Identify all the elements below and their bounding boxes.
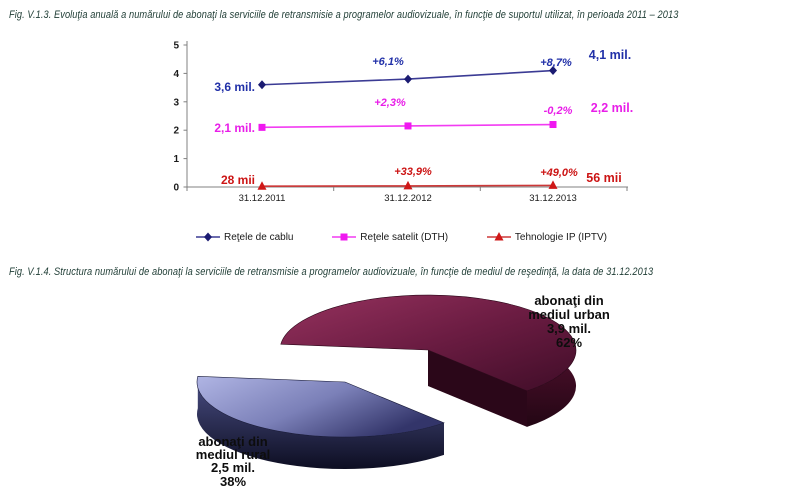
square-marker-icon <box>340 233 348 241</box>
urban-label-line1: abonaţi din <box>534 293 604 308</box>
rural-label-line1: abonaţi din <box>198 434 268 449</box>
urban-percent-label: 62% <box>555 335 583 350</box>
pie-chart-svg <box>196 294 577 470</box>
iptv-line-marker-icon <box>486 232 511 241</box>
rural-slice-label: abonaţi din mediul rural 2,5 mil. 38% <box>171 435 295 488</box>
x-tick-label: 31.12.2012 <box>384 193 432 204</box>
diamond-marker-icon <box>404 74 412 84</box>
legend-item-dth: Reţele satelit (DTH) <box>331 231 448 243</box>
square-marker-icon <box>404 122 412 130</box>
urban-slice-label: abonaţi din mediul urban 3,9 mil. 62% <box>507 294 631 350</box>
line-chart-svg: 0 1 2 3 4 5 31.12.2011 31.12.2012 31.12.2013 <box>173 41 628 204</box>
triangle-marker-icon <box>257 181 267 190</box>
urban-slice-cut-face <box>428 350 527 427</box>
triangle-marker-icon <box>548 180 558 189</box>
y-tick-label: 1 <box>173 154 179 165</box>
square-marker-icon <box>549 121 557 129</box>
urban-label-line2: mediul urban <box>528 307 610 322</box>
legend-item-iptv: Tehnologie IP (IPTV) <box>486 231 607 243</box>
dth-pct-2013-label: -0,2% <box>543 105 573 117</box>
dth-pct-2012-label: +2,3% <box>374 97 406 109</box>
dth-start-label: 2,1 mil. <box>214 121 255 135</box>
cable-line-marker-icon <box>196 232 220 242</box>
dth-line-marker-icon <box>332 233 357 241</box>
pie-slice-rural <box>196 375 445 470</box>
y-tick-label: 0 <box>173 183 179 194</box>
dth-end-label: 2,2 mil. <box>590 101 634 115</box>
iptv-end-label: 56 mii <box>586 171 622 185</box>
fig2-title: Fig. V.1.4. Structura numărului de abona… <box>9 266 654 278</box>
iptv-pct-2013-label: +49,0% <box>540 167 578 179</box>
rural-percent-label: 38% <box>219 473 247 489</box>
y-tick-label: 4 <box>173 69 179 80</box>
chart-legend: Reţele de cablu Reţele satelit (DTH) Teh… <box>195 231 607 243</box>
pie-slice-urban <box>280 294 577 427</box>
x-tick-label: 31.12.2013 <box>529 193 577 204</box>
iptv-pct-2012-label: +33,9% <box>394 166 432 178</box>
rural-slice-wall <box>196 376 444 470</box>
square-marker-icon <box>258 123 266 131</box>
diamond-marker-icon <box>258 80 266 90</box>
cable-pct-2012-label: +6,1% <box>372 56 404 68</box>
legend-label-iptv: Tehnologie IP (IPTV) <box>514 231 607 243</box>
legend-item-cable: Reţele de cablu <box>195 231 294 243</box>
triangle-marker-icon <box>403 180 413 190</box>
x-tick-label: 31.12.2011 <box>239 193 286 204</box>
iptv-start-label: 28 mii <box>220 173 255 187</box>
y-tick-label: 5 <box>173 41 179 52</box>
urban-slice-top <box>280 294 577 392</box>
cable-start-label: 3,6 mil. <box>214 80 255 94</box>
triangle-marker-icon <box>494 232 504 241</box>
urban-value-label: 3,9 mil. <box>546 321 592 336</box>
legend-label-cable: Reţele de cablu <box>224 231 294 243</box>
rural-value-label: 2,5 mil. <box>210 460 256 476</box>
diamond-marker-icon <box>204 232 212 242</box>
cable-pct-2013-label: +8,7% <box>540 57 572 69</box>
fig1-title: Fig. V.1.3. Evoluţia anuală a numărului … <box>9 9 679 21</box>
diamond-marker-icon <box>549 66 557 76</box>
rural-label-line2: mediul rural <box>195 447 271 463</box>
legend-label-dth: Reţele satelit (DTH) <box>360 231 449 243</box>
y-tick-label: 3 <box>173 97 179 108</box>
rural-slice-top <box>196 375 445 438</box>
y-tick-label: 2 <box>173 126 179 137</box>
cable-end-label: 4,1 mil. <box>588 48 632 62</box>
